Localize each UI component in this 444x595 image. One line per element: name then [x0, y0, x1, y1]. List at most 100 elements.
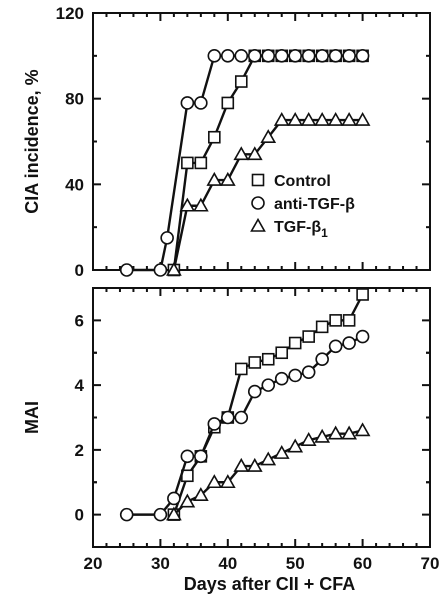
data-point-square [181, 156, 194, 170]
mai-panel: 0 2 4 6 20 30 40 50 60 70 MAI Days after CII + CFA [22, 287, 440, 594]
data-point-circle [180, 449, 195, 464]
series-anti-tgf [119, 49, 370, 277]
data-point-triangle [219, 474, 236, 489]
data-point-circle [355, 329, 370, 344]
data-point-triangle [206, 171, 223, 186]
data-point-triangle [166, 506, 182, 521]
data-point-circle [119, 507, 134, 522]
legend-marker-square [251, 173, 265, 187]
data-point-circle [288, 368, 303, 383]
series-control [167, 49, 369, 277]
legend-label-anti-tgf: anti-TGF-β [274, 196, 355, 213]
legend-label-control: Control [274, 173, 331, 190]
data-point-triangle [179, 197, 196, 212]
y-tick-label: 0 [75, 261, 84, 280]
plot-frame [92, 287, 431, 548]
data-point-triangle [341, 111, 357, 126]
data-point-triangle [314, 428, 331, 443]
data-point-circle [342, 49, 356, 63]
data-point-triangle [233, 146, 250, 161]
x-tick-label: 20 [84, 554, 103, 573]
x-tick-label: 60 [353, 554, 372, 573]
y-tick-label: 0 [75, 506, 84, 525]
data-point-triangle [300, 111, 317, 126]
data-point-circle [261, 378, 276, 392]
data-point-circle [234, 49, 249, 63]
data-point-triangle [327, 425, 344, 440]
data-point-circle [342, 336, 356, 350]
series-control [167, 288, 369, 521]
data-point-circle [274, 371, 289, 386]
data-point-circle [153, 263, 168, 277]
data-point-triangle [260, 451, 277, 466]
data-point-square [302, 330, 315, 343]
data-point-circle [328, 49, 343, 63]
data-point-triangle [300, 432, 317, 446]
x-tick-label: 70 [421, 554, 440, 573]
data-point-triangle [327, 111, 344, 126]
data-point-circle [194, 96, 208, 110]
x-tick-label: 50 [286, 554, 305, 573]
series-anti-tgf [119, 329, 370, 522]
y-tick-label: 80 [65, 90, 84, 109]
data-point-triangle [354, 422, 371, 437]
data-point-square [329, 314, 342, 327]
data-point-square [356, 288, 369, 301]
incidence-panel: 0 40 80 120 CIA incidence, % Control anti-TGF-… [22, 4, 431, 280]
data-point-square [288, 336, 302, 350]
data-point-square [234, 75, 248, 88]
data-point-square [194, 156, 208, 170]
data-point-circle [180, 96, 195, 110]
y-tick-label: 2 [75, 441, 84, 460]
data-point-circle [167, 491, 181, 506]
x-tick-label: 30 [151, 554, 170, 573]
legend-marker-circle [251, 196, 265, 210]
legend-label-tgf-1: TGF-β1 [274, 219, 328, 240]
data-point-circle [247, 49, 262, 63]
data-point-circle [160, 231, 174, 245]
data-point-circle [119, 263, 134, 277]
data-point-triangle [246, 457, 263, 472]
data-point-circle [301, 365, 316, 379]
data-point-circle [315, 352, 329, 367]
data-point-circle [207, 49, 222, 63]
data-point-square [275, 346, 289, 360]
data-point-square [234, 362, 248, 376]
data-point-circle [355, 49, 370, 63]
data-point-square [248, 356, 262, 369]
data-point-triangle [192, 197, 209, 212]
data-point-triangle [219, 171, 236, 186]
data-point-triangle [287, 111, 304, 126]
data-point-circle [221, 49, 235, 63]
y-tick-label: 4 [75, 376, 85, 395]
data-point-circle [247, 384, 262, 399]
data-point-square [315, 320, 329, 334]
data-point-circle [288, 49, 303, 63]
data-point-triangle [314, 111, 331, 126]
data-point-triangle [273, 444, 290, 459]
data-point-triangle [192, 487, 209, 502]
data-point-square [208, 130, 221, 144]
y-axis-title: MAI [22, 401, 42, 434]
data-point-circle [261, 49, 276, 63]
data-point-circle [234, 410, 249, 425]
x-axis-title: Days after CII + CFA [184, 574, 356, 594]
data-point-circle [207, 417, 222, 431]
data-point-triangle [354, 111, 371, 126]
legend-marker-triangle [250, 217, 266, 232]
data-point-triangle [260, 129, 277, 144]
data-point-circle [301, 49, 316, 63]
y-tick-label: 120 [56, 4, 84, 23]
data-point-triangle [233, 457, 250, 472]
legend: Control anti-TGF-β TGF-β1 [250, 173, 355, 240]
data-point-triangle [206, 474, 223, 489]
series-line-tgf-1 [173, 429, 363, 516]
data-point-circle [315, 49, 329, 63]
series-tgf-1 [166, 111, 371, 276]
data-point-circle [274, 49, 289, 63]
y-tick-label: 40 [65, 175, 84, 194]
y-axis-title: CIA incidence, % [22, 69, 42, 213]
data-point-circle [328, 339, 343, 354]
data-point-square [221, 96, 235, 110]
